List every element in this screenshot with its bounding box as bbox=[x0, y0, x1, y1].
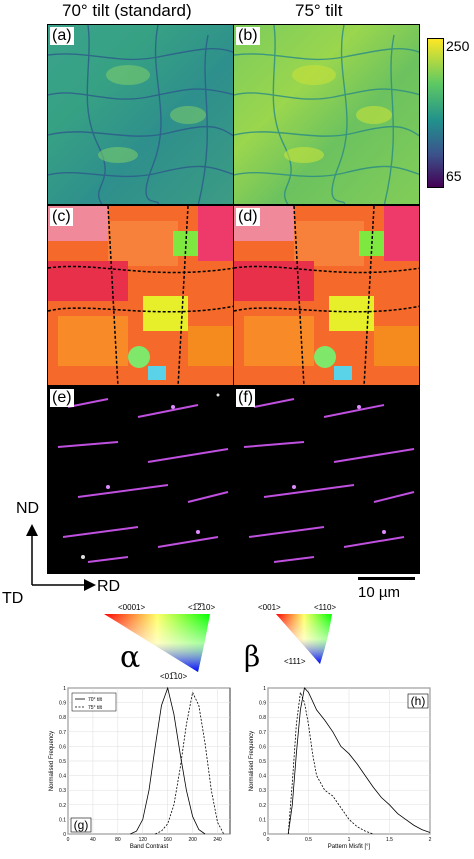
y-tick-label: 0.8 bbox=[59, 715, 66, 721]
chart-band-contrast: 0 0.1 0.2 0.3 0.4 0.5 0.6 0.7 0.8 0.9 1 0 40 80 120 160… bbox=[49, 686, 231, 850]
beta-phase-f bbox=[243, 398, 415, 563]
y-tick-label: 0.1 bbox=[259, 817, 266, 823]
x-axis-label: Pattern Misfit [°] bbox=[328, 844, 371, 850]
y-tick-label: 0.5 bbox=[59, 759, 66, 765]
y-tick-label: 1 bbox=[63, 686, 66, 692]
legend-box bbox=[71, 692, 117, 712]
legend-entry-2: 75° tilt bbox=[88, 705, 103, 711]
chart-pattern-misfit: 0 0.1 0.2 0.3 0.4 0.5 0.6 0.7 0.8 0.9 1 0 0.5 1 1.5 2 Pa… bbox=[249, 686, 432, 850]
nd-label: ND bbox=[16, 500, 40, 517]
alpha-corner-bottom: <01̅10> bbox=[160, 672, 188, 681]
grain-boundaries-b bbox=[234, 25, 419, 204]
legend-entry-1: 70° tilt bbox=[88, 697, 103, 703]
series-line-2 bbox=[155, 691, 225, 835]
x-tick-label: 80 bbox=[115, 837, 121, 843]
beta-corner-top-right: <110> bbox=[314, 603, 337, 612]
y-tick-label: 0.7 bbox=[259, 730, 266, 736]
y-tick-label: 0.2 bbox=[259, 803, 266, 809]
x-tick-label: 120 bbox=[139, 837, 148, 843]
colorbar-max-label: 250 bbox=[446, 38, 470, 54]
scale-bar-label: 10 µm bbox=[358, 584, 400, 601]
beta-corner-top-left: <001> bbox=[258, 603, 281, 612]
panel-label-e: (e) bbox=[50, 389, 74, 407]
x-tick-label: 0.5 bbox=[305, 837, 312, 843]
x-tick-label: 240 bbox=[213, 837, 222, 843]
x-tick-label: 40 bbox=[90, 837, 96, 843]
td-label: TD bbox=[2, 590, 24, 607]
alpha-corner-top-right: <1̅2̅10> bbox=[188, 603, 216, 612]
y-tick-label: 0.4 bbox=[59, 774, 66, 780]
beta-phase-e bbox=[57, 393, 229, 563]
y-tick-label: 0.3 bbox=[259, 788, 266, 794]
alpha-symbol: α bbox=[120, 640, 141, 675]
alpha-corner-top-left: <0001> bbox=[118, 603, 146, 612]
panel-label-box bbox=[407, 693, 429, 709]
x-tick-label: 200 bbox=[188, 837, 197, 843]
map-band-contrast-70: (a) bbox=[47, 24, 234, 205]
y-axis-label: Normalised Frequency bbox=[249, 731, 255, 791]
ipf-triangle-alpha bbox=[104, 614, 210, 672]
y-tick-label: 0.9 bbox=[59, 701, 66, 707]
series-line-2 bbox=[287, 692, 374, 835]
beta-corner-bottom: <111> bbox=[284, 657, 306, 666]
y-tick-label: 0.3 bbox=[59, 788, 66, 794]
x-tick-label: 2 bbox=[429, 837, 432, 843]
panel-label-c: (c) bbox=[50, 208, 73, 226]
column-title-right: 75° tilt bbox=[295, 1, 343, 20]
y-tick-label: 0.6 bbox=[259, 744, 266, 750]
rd-label: RD bbox=[97, 578, 121, 595]
colorbar-min-label: 65 bbox=[446, 168, 462, 184]
black-boundaries-d bbox=[234, 206, 419, 385]
y-tick-label: 1 bbox=[263, 686, 266, 692]
column-title-left: 70° tilt (standard) bbox=[62, 1, 192, 20]
map-beta-70: (e) bbox=[47, 386, 234, 574]
scale-bar bbox=[358, 577, 415, 580]
x-tick-label: 160 bbox=[164, 837, 173, 843]
y-axis-label: Normalised Frequency bbox=[49, 731, 55, 791]
panel-label-d: (d) bbox=[236, 208, 260, 226]
map-ipf-75: (d) bbox=[233, 205, 420, 386]
map-beta-75: (f) bbox=[233, 386, 420, 574]
y-tick-label: 0.2 bbox=[59, 803, 66, 809]
series-line-1 bbox=[287, 687, 431, 835]
panel-label-box bbox=[70, 817, 92, 833]
y-tick-label: 0.6 bbox=[59, 744, 66, 750]
y-tick-label: 0 bbox=[263, 832, 266, 838]
chart-panel-label: (h) bbox=[411, 694, 426, 708]
y-tick-label: 0 bbox=[63, 832, 66, 838]
chart-panel-label: (g) bbox=[74, 818, 89, 832]
panel-label-a: (a) bbox=[50, 27, 74, 45]
black-boundaries-c bbox=[48, 206, 233, 385]
panel-label-f: (f) bbox=[236, 389, 256, 407]
y-tick-label: 0.4 bbox=[259, 774, 266, 780]
map-band-contrast-75: (b) bbox=[233, 24, 420, 205]
colorbar bbox=[427, 38, 444, 188]
sample-axes bbox=[26, 524, 96, 591]
x-axis-label: Band Contrast bbox=[130, 844, 169, 850]
x-tick-label: 1.5 bbox=[386, 837, 393, 843]
y-tick-label: 0.5 bbox=[259, 759, 266, 765]
x-tick-label: 1 bbox=[348, 837, 351, 843]
y-tick-label: 0.7 bbox=[59, 730, 66, 736]
panel-label-b: (b) bbox=[236, 27, 260, 45]
ipf-triangle-beta bbox=[276, 614, 332, 664]
y-tick-label: 0.1 bbox=[59, 817, 66, 823]
map-ipf-70: (c) bbox=[47, 205, 234, 386]
y-tick-label: 0.9 bbox=[259, 701, 266, 707]
x-tick-label: 0 bbox=[67, 837, 70, 843]
y-tick-label: 0.8 bbox=[259, 715, 266, 721]
series-line-1 bbox=[130, 686, 206, 835]
beta-symbol: β bbox=[244, 640, 261, 673]
x-tick-label: 0 bbox=[267, 837, 270, 843]
grain-boundaries-a bbox=[48, 25, 233, 204]
